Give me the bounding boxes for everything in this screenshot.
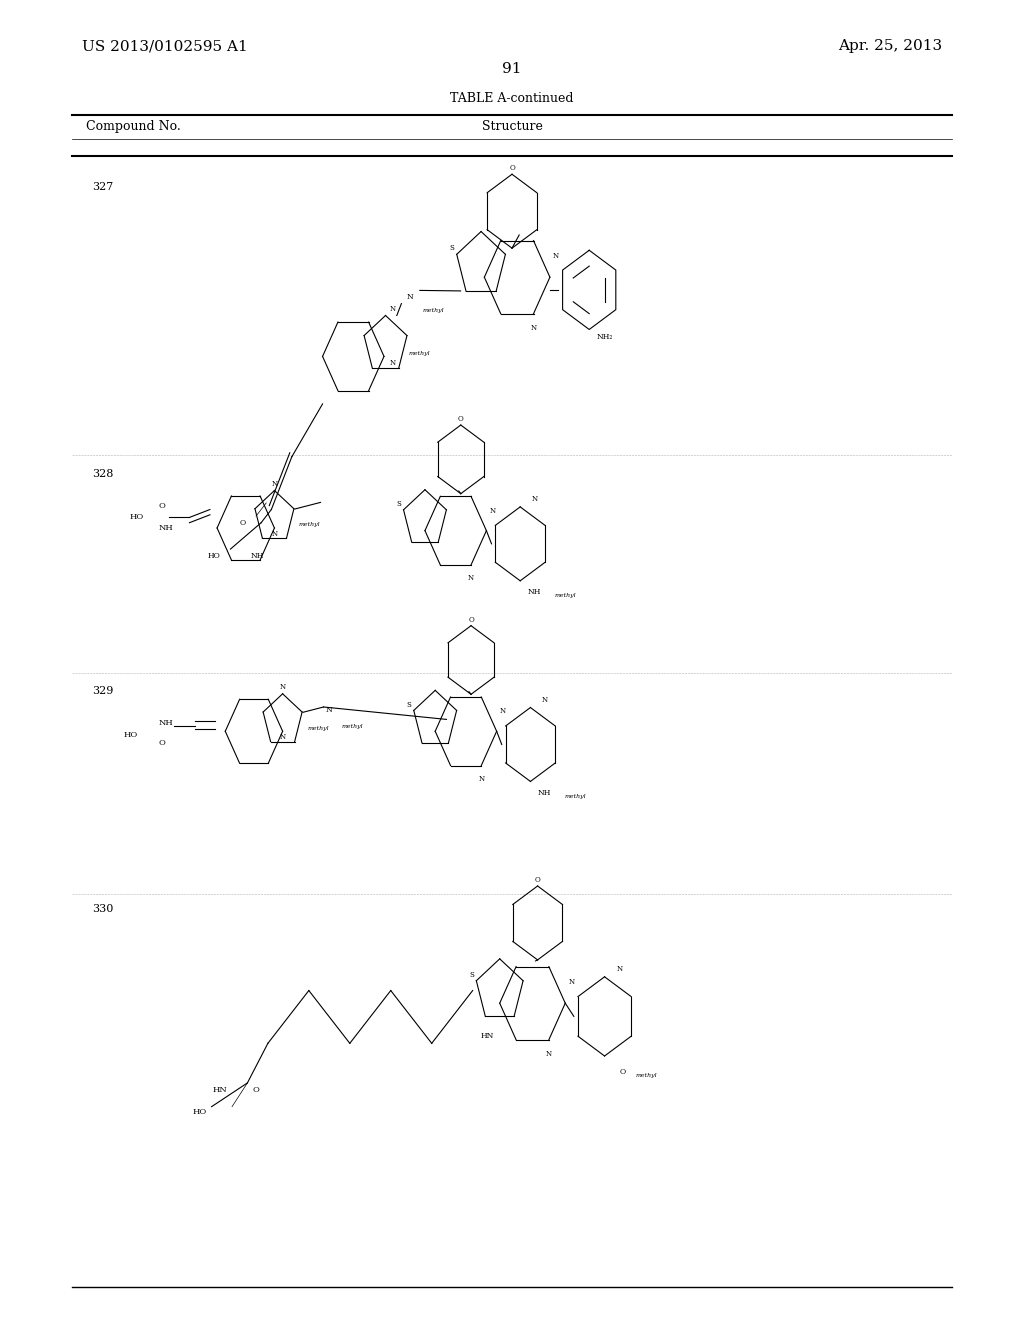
Text: methyl: methyl (555, 593, 577, 598)
Text: O: O (509, 165, 515, 173)
Text: O: O (240, 519, 246, 527)
Text: O: O (159, 502, 166, 510)
Text: O: O (458, 416, 464, 424)
Text: N: N (546, 1049, 552, 1057)
Text: methyl: methyl (307, 726, 329, 730)
Text: HO: HO (124, 731, 138, 739)
Text: TABLE A-continued: TABLE A-continued (451, 92, 573, 106)
Text: N: N (271, 480, 278, 488)
Text: N: N (542, 696, 548, 704)
Text: NH: NH (527, 589, 542, 597)
Text: 328: 328 (92, 469, 114, 479)
Text: S: S (407, 701, 412, 709)
Text: NH: NH (159, 524, 173, 532)
Text: NH: NH (159, 719, 173, 727)
Text: N: N (326, 706, 332, 714)
Text: US 2013/0102595 A1: US 2013/0102595 A1 (82, 40, 248, 53)
Text: 329: 329 (92, 686, 114, 697)
Text: N: N (616, 965, 623, 973)
Text: methyl: methyl (408, 351, 430, 355)
Text: methyl: methyl (565, 793, 587, 799)
Text: O: O (535, 876, 541, 884)
Text: N: N (530, 323, 537, 331)
Text: N: N (389, 359, 395, 367)
Text: N: N (568, 978, 574, 986)
Text: NH₂: NH₂ (596, 334, 612, 342)
Text: O: O (468, 616, 474, 624)
Text: S: S (396, 500, 401, 508)
Text: methyl: methyl (342, 725, 364, 729)
Text: HO: HO (129, 513, 143, 521)
Text: HO: HO (208, 552, 220, 560)
Text: N: N (280, 734, 286, 742)
Text: NH: NH (538, 789, 552, 797)
Text: 327: 327 (92, 182, 114, 193)
Text: N: N (271, 531, 278, 539)
Text: NH: NH (251, 552, 264, 560)
Text: methyl: methyl (635, 1073, 657, 1078)
Text: HN: HN (480, 1032, 495, 1040)
Text: O: O (159, 739, 166, 747)
Text: methyl: methyl (299, 523, 321, 527)
Text: 91: 91 (502, 62, 522, 75)
Text: O: O (253, 1085, 259, 1093)
Text: Compound No.: Compound No. (86, 120, 180, 133)
Text: N: N (531, 495, 538, 503)
Text: N: N (389, 305, 395, 313)
Text: HN: HN (212, 1085, 227, 1093)
Text: N: N (489, 507, 496, 515)
Text: Structure: Structure (481, 120, 543, 133)
Text: Apr. 25, 2013: Apr. 25, 2013 (838, 40, 942, 53)
Text: N: N (500, 708, 506, 715)
Text: HO: HO (193, 1107, 207, 1115)
Text: S: S (450, 244, 455, 252)
Text: S: S (469, 970, 474, 978)
Text: N: N (280, 684, 286, 692)
Text: N: N (407, 293, 413, 301)
Text: methyl: methyl (423, 308, 444, 313)
Text: 330: 330 (92, 904, 114, 915)
Text: O: O (620, 1068, 626, 1076)
Text: N: N (553, 252, 559, 260)
Text: N: N (468, 574, 474, 582)
Text: N: N (478, 775, 484, 783)
